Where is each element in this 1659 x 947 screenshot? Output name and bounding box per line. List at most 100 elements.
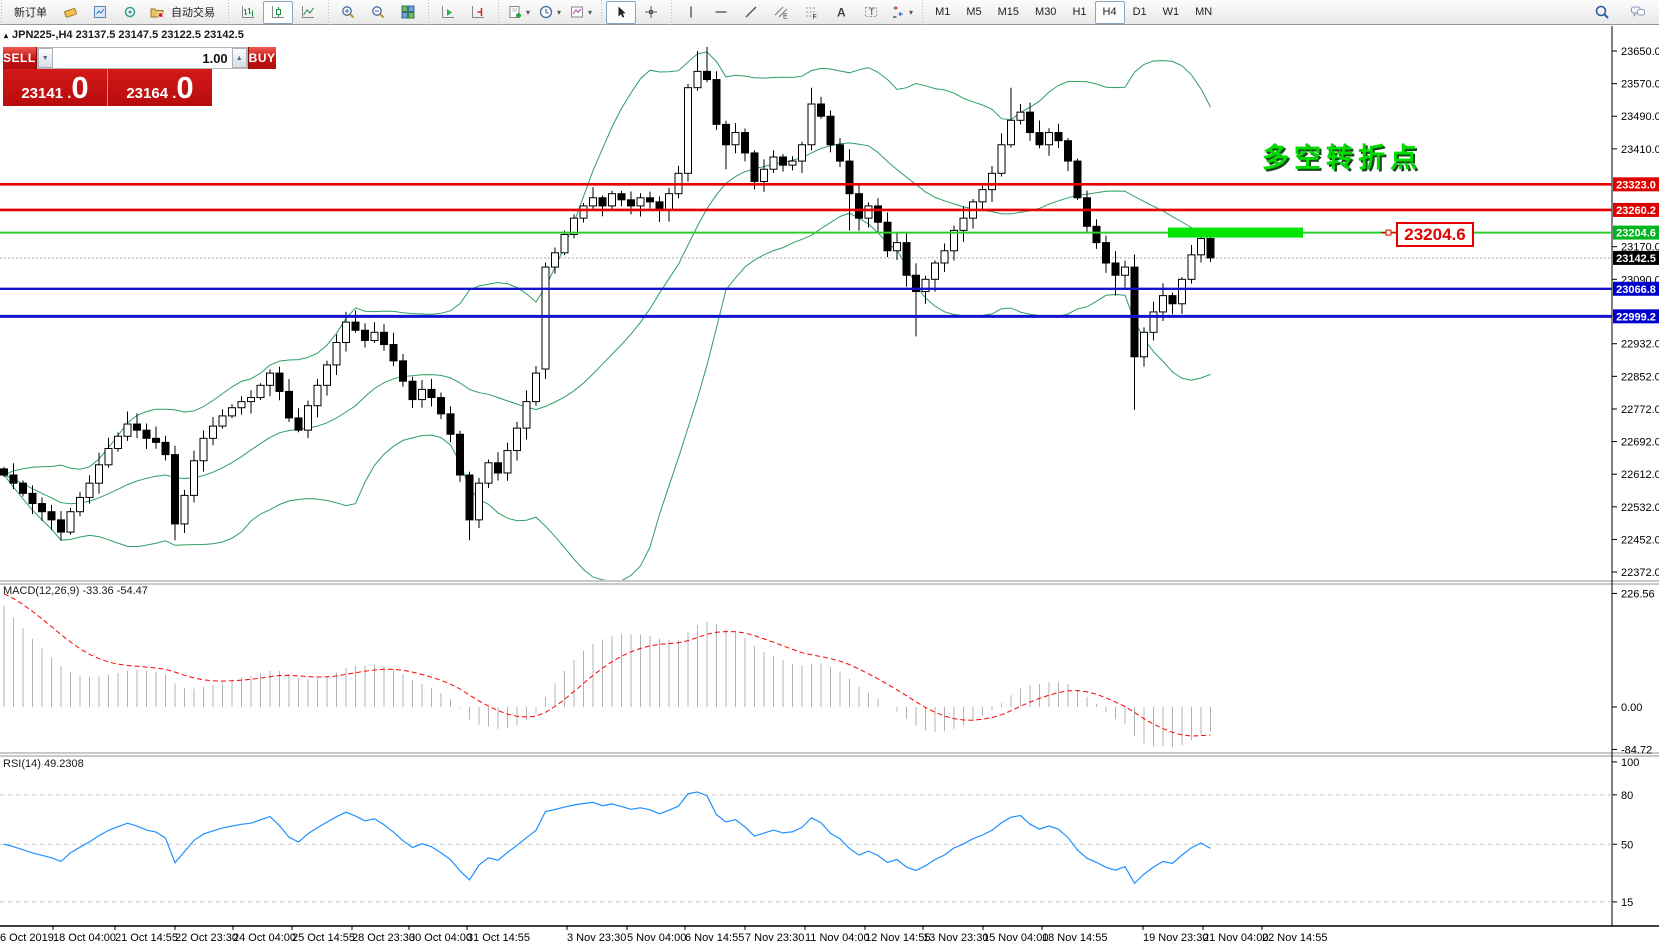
price-callout[interactable]: 23204.6 xyxy=(1396,222,1474,247)
tf-d1-button[interactable]: D1 xyxy=(1125,1,1155,24)
candlestick-chart-icon[interactable] xyxy=(263,0,293,24)
bar-chart-icon[interactable] xyxy=(233,1,263,24)
fibonacci-icon[interactable]: F xyxy=(796,1,826,24)
equidistant-channel-icon[interactable]: E xyxy=(766,1,796,24)
crosshair-icon xyxy=(645,6,658,18)
autotrading-button[interactable]: 自动交易 xyxy=(145,1,223,24)
annotation-turning-point[interactable]: 多空转折点 xyxy=(1262,143,1422,173)
market-watch-icon xyxy=(94,6,106,18)
new-order-button[interactable]: 新订单 xyxy=(6,1,55,24)
market-watch-icon[interactable] xyxy=(85,1,115,24)
svg-text:T: T xyxy=(869,7,875,17)
text-label-icon[interactable]: T xyxy=(856,1,886,24)
toolbar-group-4: ▾ ▾ ▾ xyxy=(497,0,601,25)
equidistant-channel-icon: E xyxy=(774,6,788,21)
tf-h1-button[interactable]: H1 xyxy=(1064,1,1094,24)
tf-m15-button[interactable]: M15 xyxy=(990,1,1027,24)
tf-mn-button[interactable]: MN xyxy=(1187,1,1220,24)
tf-m30-button-label: M30 xyxy=(1035,6,1057,18)
svg-text:23066.8: 23066.8 xyxy=(1616,284,1656,296)
svg-text:22 Nov 14:55: 22 Nov 14:55 xyxy=(1262,932,1327,944)
templates-icon-dropdown[interactable]: ▾ xyxy=(588,7,593,17)
rsi-label: RSI(14) 49.2308 xyxy=(3,758,84,770)
line-chart-icon[interactable] xyxy=(293,1,323,24)
svg-text:22692.0: 22692.0 xyxy=(1621,437,1659,449)
svg-text:23650.0: 23650.0 xyxy=(1621,46,1659,58)
crosshair-icon[interactable] xyxy=(636,1,666,24)
tf-h4-button[interactable]: H4 xyxy=(1094,0,1125,24)
svg-text:15: 15 xyxy=(1621,897,1633,909)
chart-area: 23650.0 23570.0 23490.0 23410.0 23170.0 23090… xyxy=(0,26,1659,947)
tf-m5-button[interactable]: M5 xyxy=(958,1,989,24)
price-axis[interactable]: 23650.023570.023490.023410.023170.023090… xyxy=(1612,46,1659,909)
tf-m30-button[interactable]: M30 xyxy=(1027,1,1064,24)
volume-increase-button[interactable]: ▲ xyxy=(231,48,247,68)
chart-shift-icon xyxy=(472,6,484,18)
trendline-icon[interactable] xyxy=(736,1,766,24)
svg-text:226.56: 226.56 xyxy=(1621,588,1655,600)
svg-text:25 Oct 14:55: 25 Oct 14:55 xyxy=(292,932,355,944)
svg-text:5 Nov 04:00: 5 Nov 04:00 xyxy=(627,932,686,944)
toolbar-right xyxy=(1587,1,1659,24)
tf-m1-button-label: M1 xyxy=(935,6,951,18)
autotrading-button xyxy=(150,8,164,18)
indicators-icon[interactable]: ▾ xyxy=(503,1,534,24)
svg-text:23204.6: 23204.6 xyxy=(1616,228,1656,240)
svg-text:23323.0: 23323.0 xyxy=(1616,179,1656,191)
toolbar-group-5 xyxy=(600,0,671,25)
chart-shift-icon[interactable] xyxy=(463,1,493,24)
bar-chart-icon xyxy=(242,6,254,18)
zoom-in-icon[interactable] xyxy=(333,1,363,24)
buy-button[interactable]: BUY xyxy=(247,47,276,69)
chart-window-icon[interactable] xyxy=(55,1,85,24)
signals-icon[interactable] xyxy=(115,1,145,24)
svg-text:3 Nov 23:30: 3 Nov 23:30 xyxy=(567,932,626,944)
svg-text:23490.0: 23490.0 xyxy=(1621,111,1659,123)
tf-w1-button[interactable]: W1 xyxy=(1155,1,1188,24)
auto-scroll-icon[interactable] xyxy=(433,1,463,24)
periods-icon[interactable]: ▾ xyxy=(534,1,565,24)
sell-button[interactable]: SELL xyxy=(3,47,37,69)
volume-decrease-button[interactable]: ▼ xyxy=(37,48,53,68)
cursor-icon[interactable] xyxy=(606,0,637,24)
arrows-icon[interactable]: ▾ xyxy=(886,1,917,24)
svg-text:A: A xyxy=(837,6,846,20)
svg-text:22612.0: 22612.0 xyxy=(1621,469,1659,481)
buy-price[interactable]: 23164 .0 xyxy=(108,69,212,106)
tf-d1-button-label: D1 xyxy=(1132,6,1147,18)
svg-text:6 Nov 14:55: 6 Nov 14:55 xyxy=(685,932,744,944)
tile-windows-icon[interactable] xyxy=(393,1,423,24)
arrows-icon-dropdown[interactable]: ▾ xyxy=(909,7,914,17)
vertical-line-icon[interactable] xyxy=(676,1,706,24)
svg-text:E: E xyxy=(783,14,788,21)
templates-icon[interactable]: ▾ xyxy=(565,1,596,24)
auto-scroll-icon xyxy=(442,6,454,18)
one-click-trade-panel: SELL ▼ ▲ BUY 23141 .0 23164 .0 xyxy=(3,47,276,106)
periods-icon xyxy=(539,5,553,19)
indicators-icon-dropdown[interactable]: ▾ xyxy=(526,7,531,17)
svg-text:22532.0: 22532.0 xyxy=(1621,502,1659,514)
tf-m15-button-label: M15 xyxy=(997,6,1020,18)
horizontal-line-icon[interactable] xyxy=(706,1,736,24)
svg-text:12 Nov 14:55: 12 Nov 14:55 xyxy=(865,932,930,944)
volume-input[interactable] xyxy=(52,48,232,68)
chat-icon[interactable] xyxy=(1623,1,1653,24)
svg-text:22772.0: 22772.0 xyxy=(1621,404,1659,416)
text-icon[interactable]: A xyxy=(826,1,856,24)
sell-price[interactable]: 23141 .0 xyxy=(3,69,107,106)
trendline-icon xyxy=(745,6,757,18)
chat-icon xyxy=(1631,6,1645,18)
periods-icon-dropdown[interactable]: ▾ xyxy=(557,7,562,17)
toolbar-group-1 xyxy=(227,0,327,25)
tf-m1-button[interactable]: M1 xyxy=(927,1,958,24)
search-icon[interactable] xyxy=(1587,1,1617,24)
chart-window-icon xyxy=(64,8,77,18)
svg-text:13 Nov 23:30: 13 Nov 23:30 xyxy=(923,932,988,944)
chart-canvas[interactable]: 23650.023570.023490.023410.023170.023090… xyxy=(0,26,1659,947)
sell-price-big: 0 xyxy=(71,70,89,105)
svg-text:22932.0: 22932.0 xyxy=(1621,339,1659,351)
zoom-out-icon[interactable] xyxy=(363,1,393,24)
fibonacci-icon: F xyxy=(806,7,817,20)
svg-text:7 Nov 23:30: 7 Nov 23:30 xyxy=(745,932,804,944)
